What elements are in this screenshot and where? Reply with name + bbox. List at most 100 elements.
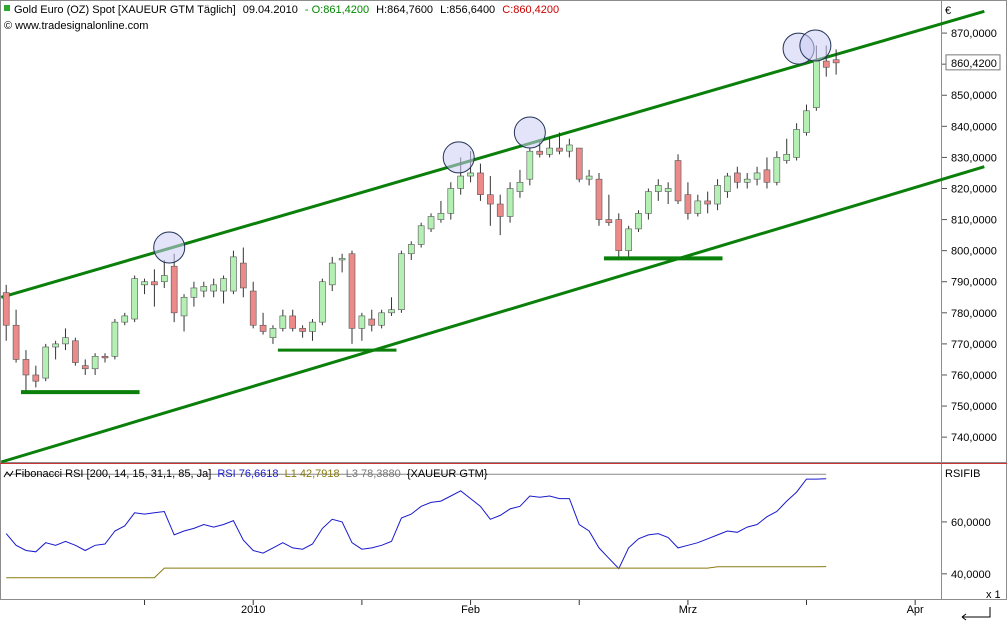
candle-body <box>664 188 672 192</box>
candle <box>575 147 583 183</box>
candle-body <box>279 315 287 329</box>
touch-circle[interactable] <box>513 116 546 149</box>
price-tick-label: 760,0000 <box>951 370 997 382</box>
price-tick-label: 770,0000 <box>951 339 997 351</box>
candle <box>763 157 771 189</box>
candle <box>407 241 415 260</box>
scale-controls[interactable]: x 1 <box>961 589 1001 621</box>
candle-body <box>289 315 297 329</box>
candle-body <box>12 324 20 360</box>
price-tick-label: 740,0000 <box>951 432 997 444</box>
trend-line[interactable] <box>0 165 985 464</box>
candle-body <box>645 191 652 214</box>
price-panel-frame <box>0 0 942 463</box>
candle <box>417 222 425 248</box>
candle <box>585 169 593 186</box>
candle-body <box>170 265 178 314</box>
candle-body <box>417 225 425 245</box>
candle-body <box>694 200 702 214</box>
candlesticks <box>2 45 840 391</box>
candle <box>664 182 672 205</box>
candle <box>249 281 257 329</box>
price-tick-label: 830,0000 <box>951 152 997 164</box>
candle-body <box>496 203 504 217</box>
candle-body <box>91 356 99 370</box>
candle <box>506 182 514 223</box>
candle-body <box>783 153 791 161</box>
bar-date: 09.04.2010 <box>243 4 298 16</box>
price-tick-label: 820,0000 <box>951 183 997 195</box>
candle <box>674 154 682 205</box>
candle <box>605 194 613 226</box>
candle-body <box>269 328 277 338</box>
price-tick-label: 800,0000 <box>951 246 997 258</box>
candle <box>200 281 208 298</box>
candle-body <box>210 284 217 292</box>
candle-body <box>2 292 10 326</box>
level-l1-line <box>6 566 827 579</box>
candle-body <box>368 318 376 326</box>
last-price-label: 860,4200 <box>951 58 997 70</box>
candle <box>734 166 741 189</box>
candle-body <box>249 290 257 326</box>
candle-body <box>151 281 158 286</box>
touch-circle[interactable] <box>153 231 186 264</box>
last-price-marker: 860,4200 <box>945 54 1001 71</box>
candle-body <box>160 275 168 283</box>
candle <box>151 269 158 307</box>
candle-body <box>319 281 326 323</box>
candle-body <box>52 343 59 348</box>
candle <box>724 172 731 198</box>
open-value: - O:861,4200 <box>305 4 369 16</box>
rsi-tick-label: 60,0000 <box>951 517 991 529</box>
candle-body <box>773 157 781 183</box>
price-tick-label: 790,0000 <box>951 277 997 289</box>
time-tick-label: Mrz <box>679 604 697 616</box>
candle <box>338 253 346 273</box>
candle-body <box>615 219 623 251</box>
candle <box>793 123 800 161</box>
candle <box>319 278 326 326</box>
candle <box>714 179 721 211</box>
candle-body <box>447 188 455 214</box>
candle <box>160 259 168 288</box>
rsi-lines <box>5 473 827 579</box>
candle <box>32 365 40 388</box>
candle-body <box>467 172 474 177</box>
rsi-y-axis: 40,0000 60,0000 <box>942 517 991 581</box>
candle <box>477 163 484 201</box>
candle-body <box>220 278 227 292</box>
candle <box>101 353 109 363</box>
touch-circle[interactable] <box>799 29 832 62</box>
candle-body <box>388 309 395 314</box>
candle-body <box>487 194 494 205</box>
candle <box>42 343 50 382</box>
candle-body <box>714 185 721 205</box>
candle-body <box>793 129 800 158</box>
candle-body <box>566 144 573 152</box>
candle-body <box>309 321 316 332</box>
candle-body <box>328 262 336 286</box>
scroll-arrow-icon[interactable] <box>962 607 991 618</box>
candle-body <box>348 253 356 329</box>
candle-body <box>427 216 435 230</box>
candle <box>348 250 356 344</box>
rsi-axis-frame <box>941 463 1007 600</box>
chart-header: Gold Euro (OZ) Spot [XAUEUR GTM Täglich]… <box>4 4 951 32</box>
candle <box>91 353 99 375</box>
candle-body <box>131 278 138 320</box>
price-axis-frame <box>941 0 1007 463</box>
indicator-symbol: {XAUEUR GTM} <box>407 468 488 480</box>
candle-body <box>121 315 129 323</box>
candle-body <box>822 60 830 68</box>
candle <box>190 281 198 307</box>
svg-text:Fibonacci RSI [200, 14, 15, 31: Fibonacci RSI [200, 14, 15, 31,1, 85, Ja… <box>15 468 488 480</box>
touch-circle[interactable] <box>442 141 475 174</box>
scale-factor-label: x 1 <box>986 589 1001 601</box>
candle <box>279 309 287 332</box>
candle-body <box>605 219 613 223</box>
candle-body <box>704 200 711 205</box>
candle-body <box>457 175 464 189</box>
candle-body <box>42 346 50 379</box>
